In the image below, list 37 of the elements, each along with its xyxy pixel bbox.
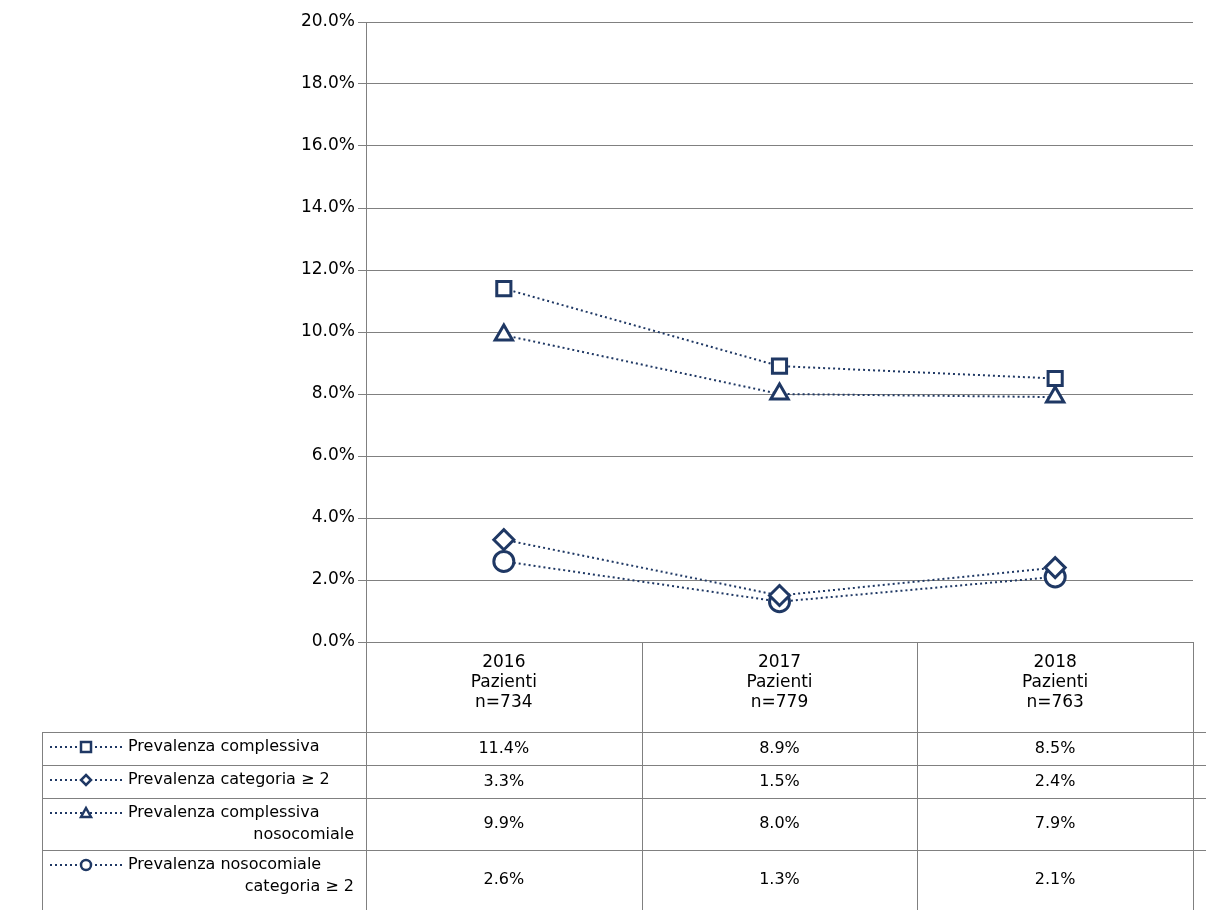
y-tick-label: 14.0%: [300, 196, 355, 217]
y-tick-label: 0.0%: [311, 630, 355, 651]
y-tick-label: 16.0%: [300, 134, 355, 155]
y-tick-label: 6.0%: [311, 444, 355, 465]
legend-label: Prevalenza nosocomiale categoria ≥ 2: [128, 854, 354, 896]
data-label: 11.4%: [478, 737, 530, 757]
data-label: 3.3%: [483, 770, 525, 790]
y-tick-label: 4.0%: [311, 506, 355, 527]
data-label: 8.0%: [759, 813, 800, 833]
point: [770, 357, 789, 375]
data-label: 2.1%: [1034, 869, 1076, 889]
y-tick-label: 18.0%: [300, 72, 355, 93]
legend-label: Prevalenza complessiva: [128, 736, 320, 756]
data-label: 1.3%: [759, 869, 800, 889]
data-label: 8.5%: [1034, 737, 1076, 757]
y-tick-label: 20.0%: [300, 10, 355, 31]
data-label: 2.6%: [483, 869, 525, 889]
data-label: 9.9%: [483, 813, 525, 833]
point: [768, 584, 791, 607]
point: [492, 549, 516, 573]
point: [495, 280, 513, 298]
x-tick-label: 2017 Pazienti n=779: [746, 650, 813, 712]
point: [1046, 369, 1064, 388]
y-tick-label: 12.0%: [300, 258, 355, 279]
x-tick-label: 2016 Pazienti n=734: [470, 650, 537, 712]
y-tick-label: 10.0%: [300, 320, 355, 341]
y-tick-label: 2.0%: [311, 568, 355, 589]
data-label: 2.4%: [1034, 770, 1076, 790]
legend-label: Prevalenza categoria ≥ 2: [128, 769, 330, 789]
point: [1043, 556, 1067, 580]
legend-label: Prevalenza complessiva nosocomiale: [128, 802, 354, 844]
y-tick-label: 8.0%: [311, 382, 355, 403]
data-label: 7.9%: [1034, 813, 1076, 833]
data-label: 8.9%: [759, 737, 800, 757]
point: [492, 528, 516, 552]
data-label: 1.5%: [759, 770, 800, 790]
x-tick-label: 2018 Pazienti n=763: [1022, 650, 1089, 712]
